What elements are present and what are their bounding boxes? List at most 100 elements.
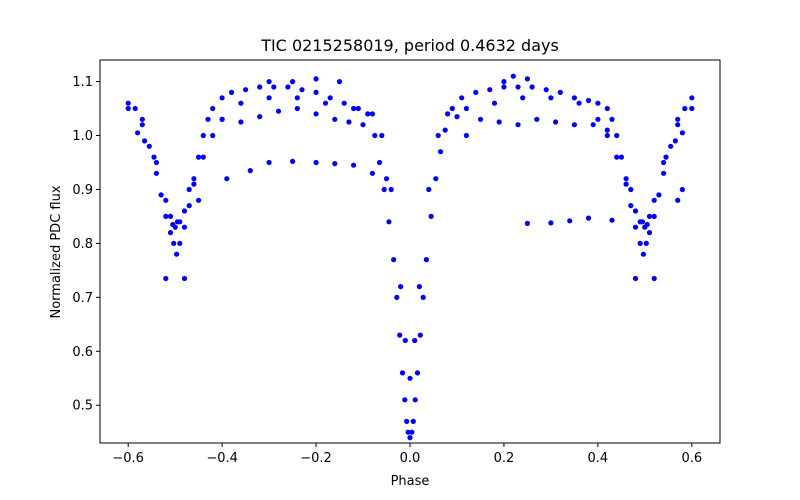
data-point [640,251,647,257]
data-point [167,213,174,219]
data-point [529,84,535,90]
y-axis-label: Normalized PDC flux [49,185,64,318]
data-point [266,79,272,85]
data-points-group [125,73,695,441]
data-point [290,79,296,85]
x-tick-label: 0.6 [681,451,702,466]
data-point [200,154,206,160]
data-point [426,186,432,193]
data-point [524,76,531,82]
data-point [376,159,383,166]
data-point [266,159,272,166]
x-axis-ticks: −0.6 −0.4 −0.2 0.0 0.2 0.4 0.6 [112,443,702,466]
data-point [639,219,646,225]
data-point [585,215,592,221]
data-point [379,132,385,139]
data-point [515,84,521,90]
data-point [398,284,404,290]
data-point [410,418,416,424]
data-point [534,116,540,122]
data-point [637,240,643,246]
data-point [571,122,578,128]
data-point [153,159,159,166]
data-point [397,332,403,338]
data-point [609,217,615,223]
data-point [285,84,291,90]
data-point [449,105,455,112]
y-tick-label: 1.1 [72,75,93,90]
data-point [139,122,145,128]
data-point [177,240,183,246]
data-point [414,370,421,376]
data-point [351,162,357,168]
data-point [672,138,679,144]
x-tick-label: −0.2 [300,451,332,466]
x-tick-label: 0.4 [588,451,609,466]
data-point [125,105,131,112]
data-point [675,122,681,128]
data-point [548,220,554,226]
data-point [170,221,176,228]
data-point [290,158,296,164]
data-point [646,230,653,236]
chart-title: TIC 0215258019, period 0.4632 days [260,36,559,55]
data-point [313,89,319,95]
x-tick-label: 0.0 [400,451,421,466]
data-point [623,181,629,187]
data-point [501,84,507,90]
data-point [409,429,415,435]
data-point [445,111,451,117]
data-point [553,119,559,125]
x-tick-label: −0.4 [206,451,238,466]
data-point [585,97,592,104]
data-point [125,100,131,106]
data-point [332,116,338,122]
y-tick-label: 1.0 [72,129,93,144]
data-point [153,170,159,176]
data-point [416,284,422,290]
data-point [590,122,596,128]
data-point [142,138,148,144]
data-point [463,105,469,112]
data-point [614,132,620,139]
x-axis-label: Phase [391,474,430,489]
data-point [219,95,225,101]
data-point [435,132,441,139]
data-point [423,257,429,263]
data-point [238,119,244,125]
data-point [146,143,152,149]
data-point [412,337,418,344]
data-point [420,294,426,300]
data-point [428,213,434,219]
data-point [332,161,338,167]
data-point [510,73,516,79]
data-point [224,176,230,182]
data-point [496,119,502,125]
data-point [313,111,319,117]
data-point [501,79,507,85]
data-point [459,95,465,101]
data-point [271,84,277,90]
data-point [473,89,479,95]
data-point [266,95,272,101]
data-point [186,203,192,209]
data-point [275,108,282,114]
data-point [571,95,578,101]
data-point [200,132,206,139]
data-point [191,176,197,182]
data-point [402,337,408,344]
data-point [651,275,657,282]
data-point [313,76,319,82]
data-point [404,418,410,424]
data-point [477,116,484,122]
data-point [381,186,387,193]
data-point [661,170,667,176]
data-point [668,143,674,149]
data-point [609,116,615,122]
data-point [238,100,244,106]
data-point [524,220,531,226]
data-point [327,95,333,101]
data-point [181,224,188,230]
data-point [643,240,649,246]
